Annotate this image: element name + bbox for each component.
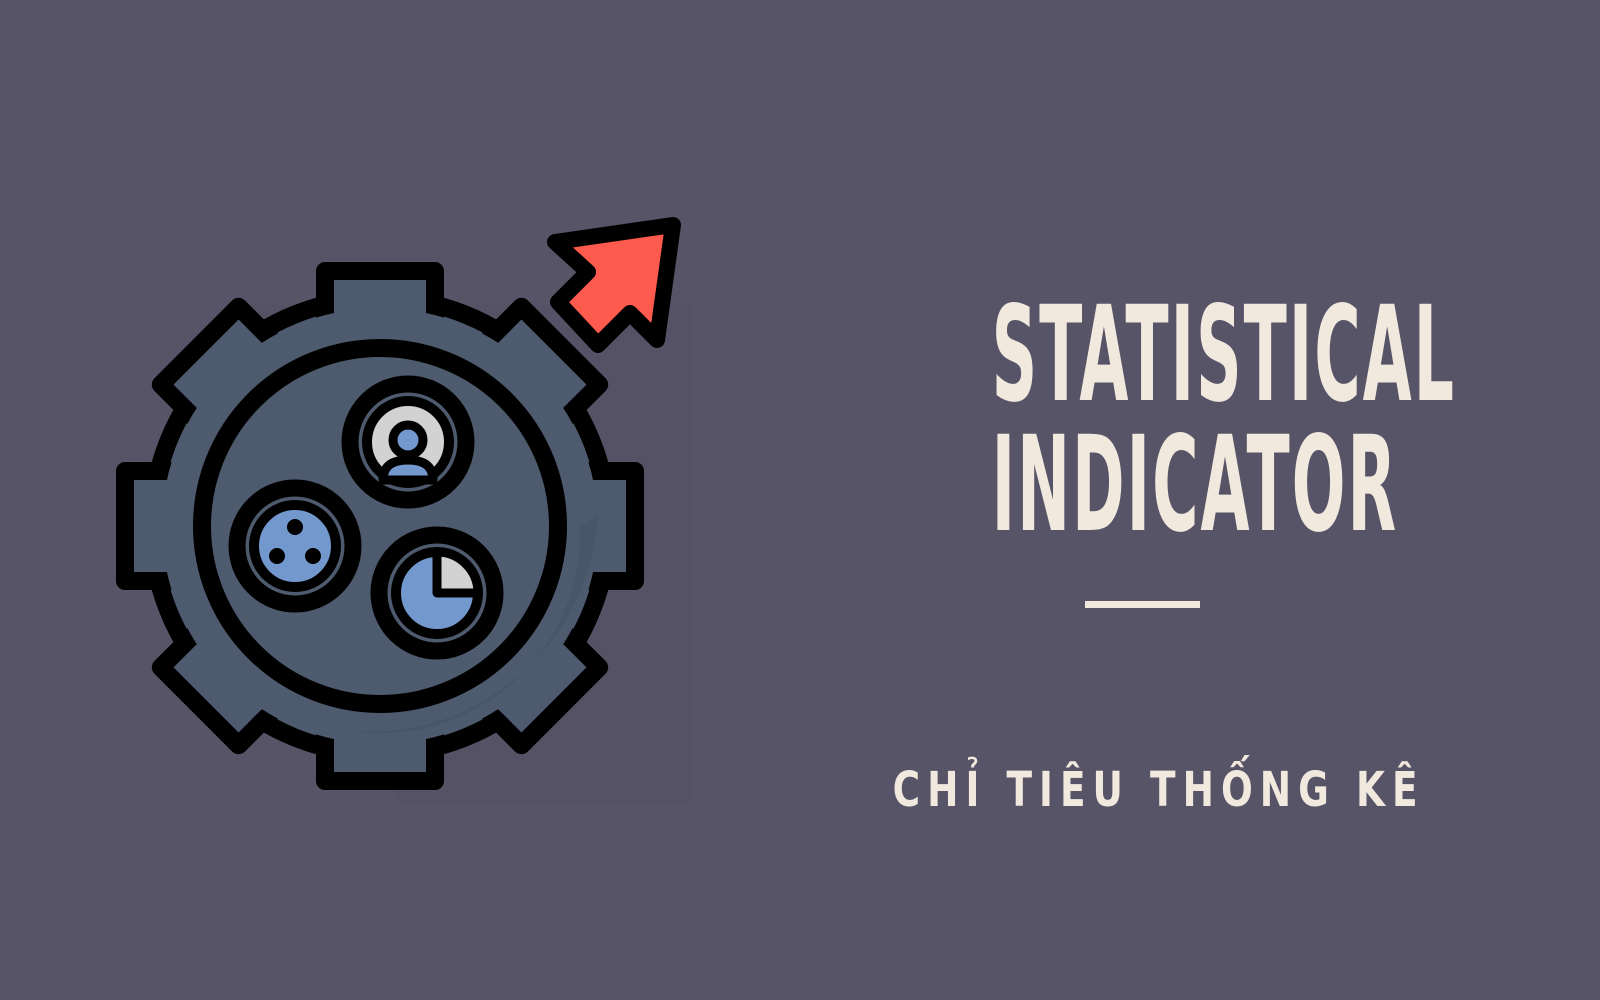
pie-chart-icon — [370, 526, 504, 660]
title-line-1: STATISTICAL — [991, 278, 1456, 432]
user-icon — [341, 375, 475, 509]
subtitle: CHỈ TIÊU THỐNG KÊ — [892, 762, 1425, 818]
growth-arrow-icon — [547, 217, 681, 353]
title-divider — [1085, 601, 1200, 608]
main-title: STATISTICAL INDICATOR — [991, 278, 1456, 562]
gear-icon — [116, 262, 644, 790]
dots-icon — [228, 479, 362, 613]
statistics-gear-icon — [100, 205, 720, 825]
title-line-2: INDICATOR — [991, 408, 1399, 562]
